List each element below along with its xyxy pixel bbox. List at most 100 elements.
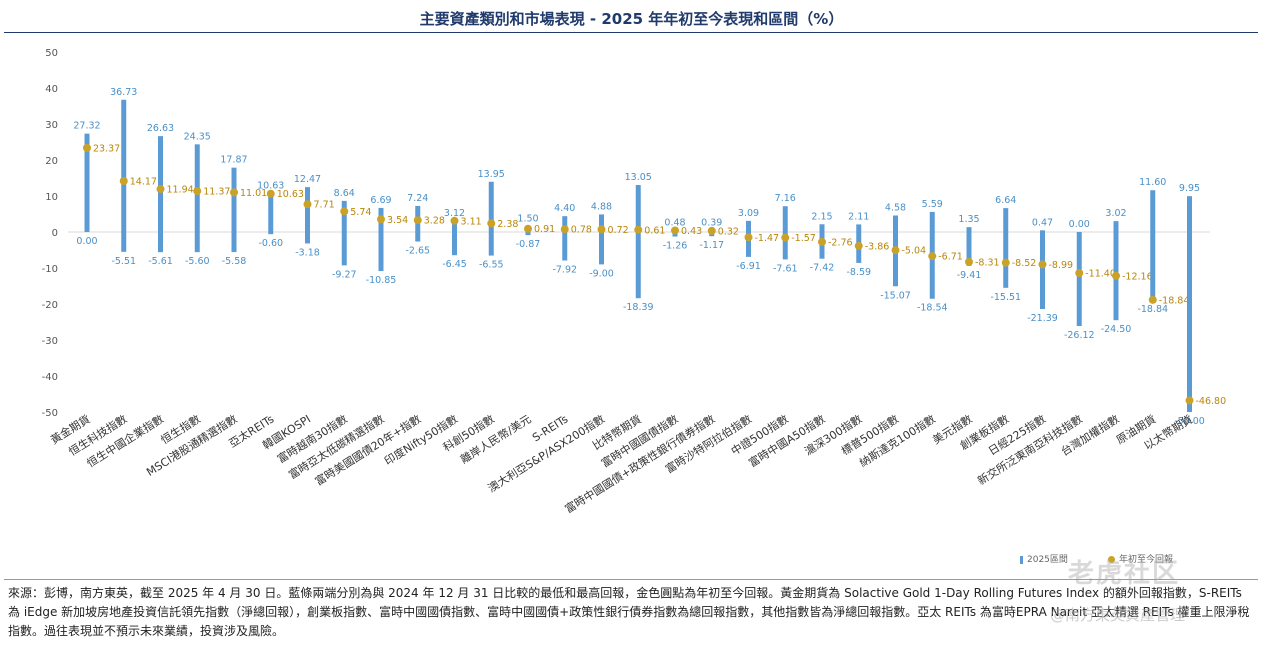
range-low-label: -3.18 [295,247,320,258]
range-bar [488,181,494,256]
legend-range-swatch [1020,555,1023,564]
range-high-label: 10.63 [257,181,284,192]
range-bar [378,207,384,272]
ytd-point [1185,396,1194,405]
range-low-label: -18.39 [623,302,654,313]
ytd-point [744,233,753,242]
range-bar [599,214,604,265]
watermark-logo: 老虎社区 [1068,559,1181,589]
range-low-label: -5.60 [185,256,210,267]
range-bar [341,200,347,266]
ytd-point-label: -2.76 [828,237,853,248]
ytd-point [891,246,900,255]
range-low-label: -24.50 [1101,324,1132,335]
range-high-label: 26.63 [147,123,174,134]
range-low-label: -15.07 [880,290,911,301]
range-high-label: 0.47 [1032,217,1053,228]
range-high-label: 12.47 [294,174,321,185]
ytd-point-label: 11.94 [167,185,194,196]
range-bar [84,133,90,232]
ytd-point-label: 0.78 [571,225,592,236]
range-low-label: -7.61 [773,263,798,274]
range-high-label: 1.35 [958,214,979,225]
range-high-label: 5.59 [922,199,943,210]
ytd-point [1075,269,1084,278]
ytd-point [303,200,312,209]
range-low-label: -6.91 [736,261,761,272]
ytd-point-label: 3.54 [387,215,408,226]
range-high-label: 4.40 [554,203,575,214]
legend-ytd-label: 年初至今回報 [1119,555,1174,565]
ytd-point-label: 11.01 [240,188,267,199]
chart-title: 主要資產類別和市場表現 - 2025 年年初至今表現和區間（%） [419,10,844,28]
y-tick-label: 30 [45,120,58,131]
range-bar [966,227,972,266]
range-bar [1113,221,1119,321]
range-bar [305,187,310,244]
ytd-point [266,189,275,198]
range-low-label: 0.00 [76,236,97,247]
ytd-point [707,226,716,235]
ytd-point-label: -12.16 [1122,271,1153,282]
ytd-point [1001,258,1010,267]
title-divider [4,32,1258,33]
ytd-point-label: -1.57 [791,233,816,244]
legend-ytd: 年初至今回報 [1108,552,1173,565]
ytd-point-label: 0.72 [608,225,629,236]
range-low-label: -21.39 [1027,313,1058,324]
y-tick-label: -30 [42,336,58,347]
legend-range: 2025區間 [1020,552,1068,565]
range-high-label: 2.15 [811,211,832,222]
y-tick-label: 20 [45,156,58,167]
ytd-point-label: -1.47 [755,233,780,244]
range-bar [1150,190,1156,300]
range-low-label: -7.92 [552,265,577,276]
range-low-label: -7.42 [810,263,835,274]
range-low-label: -1.17 [699,240,724,251]
range-bar [268,193,274,235]
range-high-label: 27.32 [73,121,100,132]
ytd-point-label: -18.84 [1159,295,1190,306]
ytd-point [560,225,569,234]
range-high-label: 3.09 [738,208,759,219]
range-low-label: -0.60 [258,238,283,249]
range-low-label: -9.41 [957,270,982,281]
ytd-point [230,188,238,197]
ytd-point [671,226,679,235]
ytd-point [597,225,606,234]
ytd-point-label: 0.91 [534,224,555,235]
range-bar [1040,230,1045,310]
y-tick-label: 10 [45,192,58,203]
y-tick-label: -50 [42,408,58,419]
range-high-label: 7.16 [775,193,796,204]
ytd-point [1148,295,1157,304]
range-bar [231,167,237,253]
ytd-point [193,187,202,196]
range-low-label: -18.84 [1137,304,1168,315]
ytd-point [119,176,128,185]
range-high-label: 1.50 [517,214,538,225]
range-high-label: 8.64 [334,188,355,199]
footnote: 來源：彭博，南方東英，截至 2025 年 4 月 30 日。藍條兩端分別為與 2… [8,586,1250,638]
range-chart: 50 40 30 20 10 0 -10 -20 -30 -40 -50 27.32 0.00 23.37… [42,48,1226,516]
ytd-point-label: -3.86 [865,241,890,252]
ytd-point [854,241,863,250]
range-high-label: 0.00 [1069,219,1090,230]
range-low-label: -9.00 [589,268,614,279]
range-low-label: -5.58 [222,256,247,267]
ytd-point-label: 3.28 [424,216,445,227]
range-high-label: 6.64 [995,195,1016,206]
range-low-label: -5.51 [111,256,136,267]
range-low-label: -10.85 [366,275,397,286]
range-high-label: 4.58 [885,203,906,214]
ytd-point-label: 14.17 [130,176,157,187]
ytd-point [340,207,349,216]
range-low-label: -2.65 [405,246,430,257]
range-low-label: -15.51 [990,292,1021,303]
range-high-label: 7.24 [407,193,428,204]
range-bar [1076,232,1082,327]
y-tick-label: 0 [52,228,58,239]
ytd-point [377,215,385,224]
ytd-point [965,257,973,266]
ytd-point-label: 10.63 [277,189,304,200]
